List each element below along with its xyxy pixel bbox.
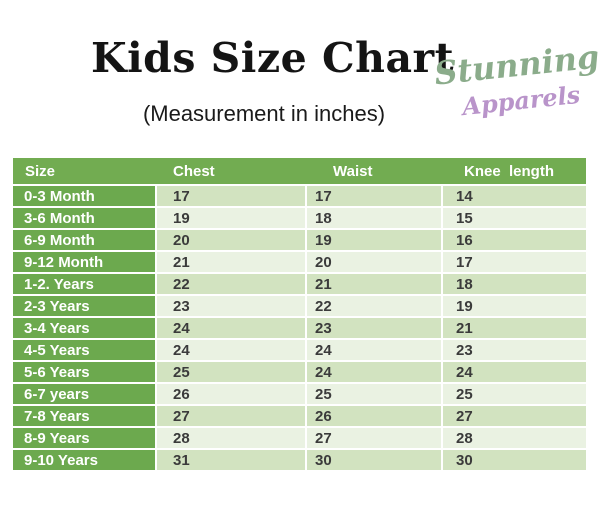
table-row: 9-10 Years 31 30 30 bbox=[13, 450, 586, 470]
table-row: 4-5 Years 24 24 23 bbox=[13, 340, 586, 360]
table-row: 7-8 Years 27 26 27 bbox=[13, 406, 586, 426]
size-cell: 2-3 Years bbox=[13, 296, 155, 316]
waist-cell: 30 bbox=[307, 450, 441, 470]
waist-cell: 25 bbox=[307, 384, 441, 404]
table-row: 2-3 Years 23 22 19 bbox=[13, 296, 586, 316]
chest-cell: 24 bbox=[157, 318, 305, 338]
waist-cell: 27 bbox=[307, 428, 441, 448]
chest-cell: 31 bbox=[157, 450, 305, 470]
knee-length-cell: 14 bbox=[443, 186, 586, 206]
waist-cell: 18 bbox=[307, 208, 441, 228]
size-cell: 6-9 Month bbox=[13, 230, 155, 250]
knee-length-cell: 25 bbox=[443, 384, 586, 404]
chest-cell: 21 bbox=[157, 252, 305, 272]
chest-cell: 22 bbox=[157, 274, 305, 294]
knee-length-cell: 17 bbox=[443, 252, 586, 272]
size-cell: 5-6 Years bbox=[13, 362, 155, 382]
knee-length-cell: 23 bbox=[443, 340, 586, 360]
chest-cell: 19 bbox=[157, 208, 305, 228]
knee-length-cell: 24 bbox=[443, 362, 586, 382]
waist-cell: 22 bbox=[307, 296, 441, 316]
brand-logo: Stunning Apparels bbox=[428, 37, 600, 126]
size-cell: 9-10 Years bbox=[13, 450, 155, 470]
waist-cell: 23 bbox=[307, 318, 441, 338]
size-cell: 6-7 years bbox=[13, 384, 155, 404]
column-header-waist: Waist bbox=[333, 162, 373, 180]
waist-cell: 24 bbox=[307, 340, 441, 360]
waist-cell: 17 bbox=[307, 186, 441, 206]
table-row: 3-4 Years 24 23 21 bbox=[13, 318, 586, 338]
chest-cell: 26 bbox=[157, 384, 305, 404]
page-subtitle: (Measurement in inches) bbox=[142, 101, 386, 126]
chest-cell: 25 bbox=[157, 362, 305, 382]
table-row: 6-9 Month 20 19 16 bbox=[13, 230, 586, 250]
knee-length-cell: 19 bbox=[443, 296, 586, 316]
knee-length-cell: 21 bbox=[443, 318, 586, 338]
table-row: 3-6 Month 19 18 15 bbox=[13, 208, 586, 228]
chest-cell: 23 bbox=[157, 296, 305, 316]
column-header-chest: Chest bbox=[173, 162, 215, 180]
chest-cell: 27 bbox=[157, 406, 305, 426]
chest-cell: 24 bbox=[157, 340, 305, 360]
size-cell: 1-2. Years bbox=[13, 274, 155, 294]
column-header-knee-length: Knee length bbox=[464, 162, 555, 180]
table-row: 0-3 Month 17 17 14 bbox=[13, 186, 586, 206]
table-row: 9-12 Month 21 20 17 bbox=[13, 252, 586, 272]
table-row: 1-2. Years 22 21 18 bbox=[13, 274, 586, 294]
table-row: 6-7 years 26 25 25 bbox=[13, 384, 586, 404]
chest-cell: 28 bbox=[157, 428, 305, 448]
knee-length-cell: 15 bbox=[443, 208, 586, 228]
knee-length-cell: 28 bbox=[443, 428, 586, 448]
knee-length-cell: 18 bbox=[443, 274, 586, 294]
knee-length-cell: 27 bbox=[443, 406, 586, 426]
size-cell: 3-4 Years bbox=[13, 318, 155, 338]
column-header-size: Size bbox=[25, 162, 56, 180]
chest-cell: 20 bbox=[157, 230, 305, 250]
size-cell: 8-9 Years bbox=[13, 428, 155, 448]
table-body: 0-3 Month 17 17 14 3-6 Month 19 18 15 6-… bbox=[13, 186, 586, 470]
waist-cell: 20 bbox=[307, 252, 441, 272]
knee-length-cell: 16 bbox=[443, 230, 586, 250]
table-row: 5-6 Years 25 24 24 bbox=[13, 362, 586, 382]
size-chart-table: Size Chest Waist Knee length 0-3 Month 1… bbox=[13, 158, 586, 470]
size-cell: 9-12 Month bbox=[13, 252, 155, 272]
waist-cell: 26 bbox=[307, 406, 441, 426]
waist-cell: 24 bbox=[307, 362, 441, 382]
size-cell: 3-6 Month bbox=[13, 208, 155, 228]
waist-cell: 19 bbox=[307, 230, 441, 250]
size-cell: 0-3 Month bbox=[13, 186, 155, 206]
waist-cell: 21 bbox=[307, 274, 441, 294]
page-title: Kids Size Chart bbox=[90, 34, 455, 82]
size-cell: 4-5 Years bbox=[13, 340, 155, 360]
knee-length-cell: 30 bbox=[443, 450, 586, 470]
size-cell: 7-8 Years bbox=[13, 406, 155, 426]
table-row: 8-9 Years 28 27 28 bbox=[13, 428, 586, 448]
table-header-row: Size Chest Waist Knee length bbox=[13, 158, 586, 184]
chest-cell: 17 bbox=[157, 186, 305, 206]
